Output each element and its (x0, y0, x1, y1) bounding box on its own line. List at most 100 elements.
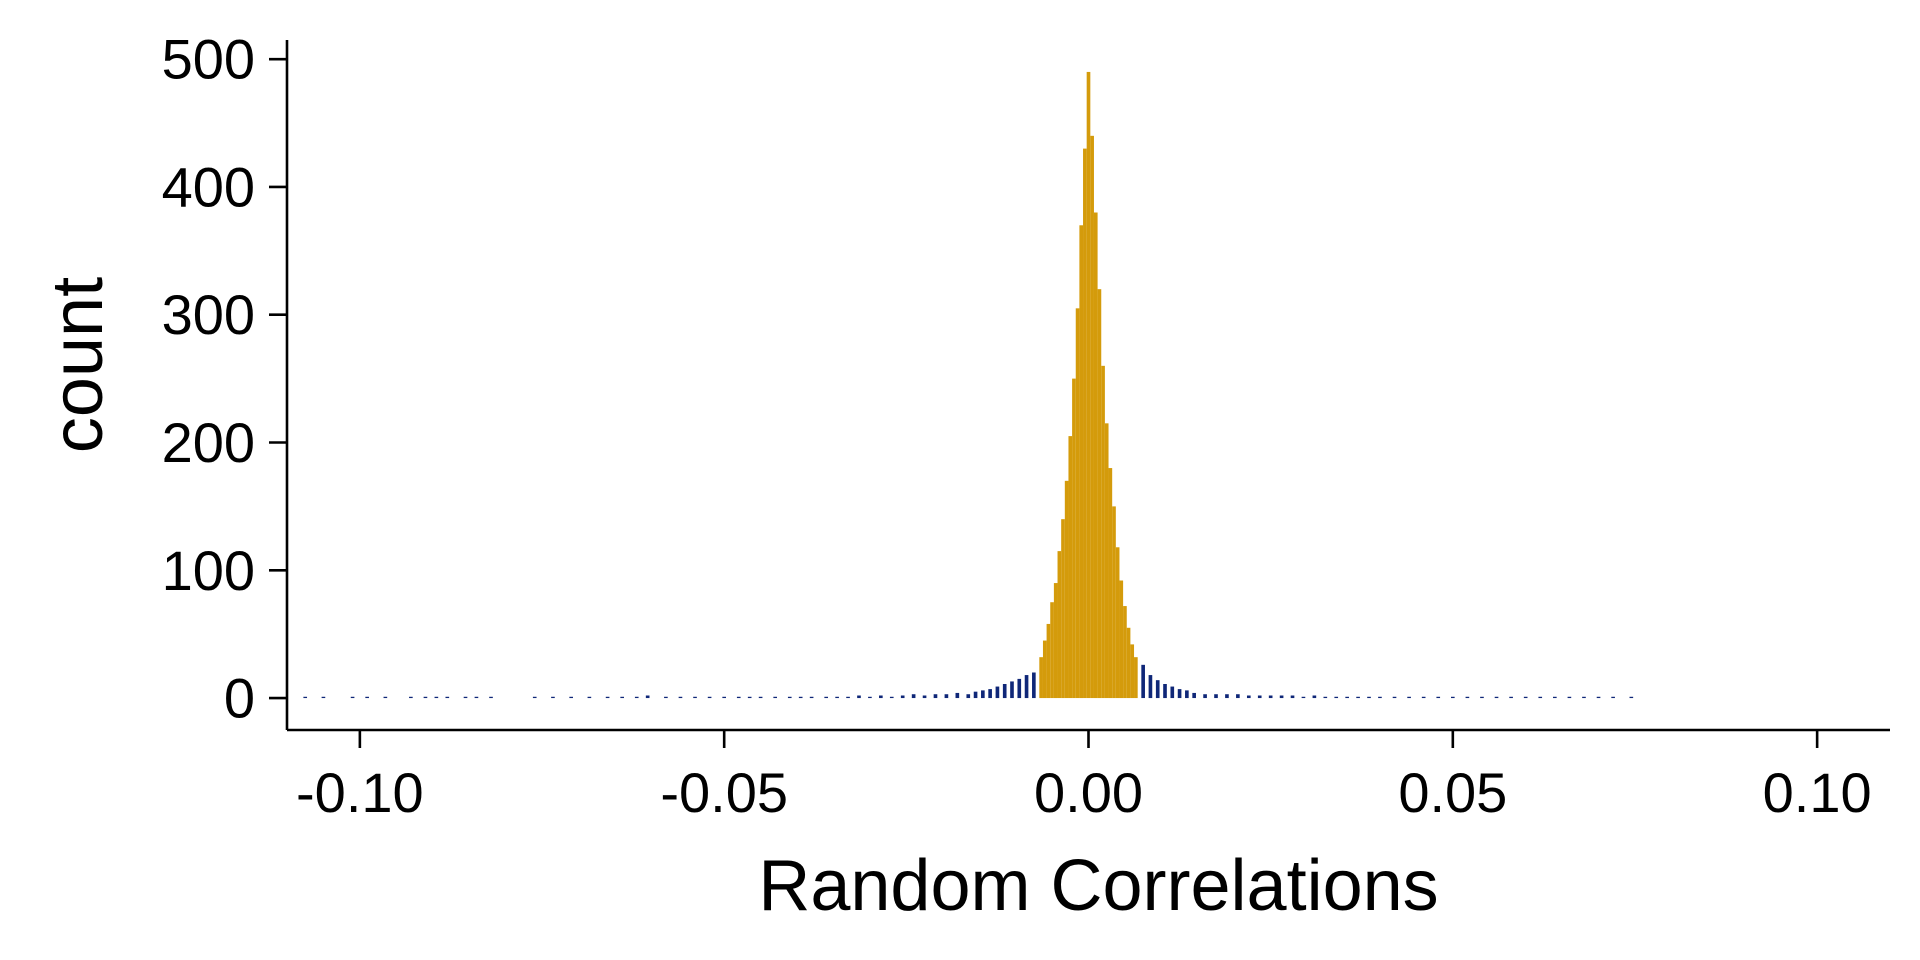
histogram-bar (445, 696, 450, 699)
histogram-bar (857, 695, 861, 699)
histogram-bar (1093, 212, 1098, 699)
histogram-bar (474, 696, 479, 699)
histogram-bar (1017, 678, 1022, 699)
histogram-bar (1356, 696, 1360, 699)
histogram-bar (693, 696, 697, 699)
histogram-bar (1108, 468, 1113, 699)
histogram-bar (1509, 696, 1513, 699)
histogram-bar (678, 696, 683, 699)
x-tick-label: -0.05 (660, 761, 788, 824)
histogram-bar (1101, 365, 1105, 699)
histogram-bar (383, 696, 388, 699)
histogram-bar (1119, 580, 1124, 699)
histogram-bar (1301, 696, 1306, 699)
histogram-bar (321, 696, 326, 699)
histogram-bar (1582, 696, 1586, 699)
histogram-bar (1075, 308, 1080, 699)
histogram-bar (1367, 696, 1371, 699)
histogram-bar (835, 696, 839, 699)
histogram-bar (463, 696, 468, 699)
histogram-bar (1068, 436, 1073, 699)
histogram-bar (634, 696, 639, 699)
y-tick-label: 400 (162, 155, 255, 218)
histogram-bar (1083, 148, 1087, 699)
histogram-bar (587, 696, 592, 699)
histogram-bar (1436, 696, 1441, 699)
bars-layer (303, 71, 1634, 699)
x-tick-label: -0.10 (296, 761, 424, 824)
histogram-bar (722, 696, 726, 699)
histogram-bar (1214, 694, 1218, 699)
histogram-bar (981, 690, 985, 699)
histogram-bar (1185, 690, 1189, 699)
histogram-bar (1177, 689, 1182, 699)
histogram-bar (798, 696, 803, 699)
histogram-bar (1155, 680, 1160, 699)
histogram-bar (1268, 695, 1273, 699)
histogram-bar (1061, 519, 1065, 699)
histogram-bar (1141, 664, 1145, 699)
x-ticks: -0.10 -0.05 0.00 0.05 0.10 (296, 730, 1872, 824)
histogram-bar (1039, 657, 1043, 699)
histogram-bar (1279, 695, 1284, 699)
histogram-bar (944, 694, 949, 699)
histogram-bar (966, 694, 971, 699)
histogram-bar (747, 696, 752, 699)
histogram-bar (1611, 696, 1615, 699)
histogram-bar (1407, 696, 1411, 699)
histogram-bar (1126, 627, 1131, 699)
histogram-bar (1148, 675, 1153, 699)
histogram-bar (1203, 694, 1207, 699)
x-tick-label: 0.00 (1034, 761, 1143, 824)
histogram-bar (1494, 696, 1499, 699)
histogram-bar (434, 696, 439, 699)
histogram-bar (758, 696, 763, 699)
histogram-bar (1079, 225, 1084, 699)
x-tick-label: 0.10 (1763, 761, 1872, 824)
histogram-bar (1480, 696, 1484, 699)
histogram-bar (1050, 602, 1054, 699)
histogram-bar (900, 695, 905, 699)
histogram-bar (955, 692, 960, 699)
histogram-bar (809, 696, 814, 699)
histogram-bar (1323, 696, 1328, 699)
histogram-bar (846, 696, 850, 699)
histogram-bar (988, 689, 992, 699)
histogram-bar (1334, 696, 1339, 699)
histogram-bar (1421, 696, 1426, 699)
y-tick-label: 0 (224, 667, 255, 730)
y-tick-label: 300 (162, 283, 255, 346)
histogram-bar (551, 696, 555, 699)
histogram-bar (868, 696, 872, 699)
histogram-bar (1378, 696, 1382, 699)
histogram-bar (1134, 657, 1138, 699)
histogram-bar (1246, 695, 1251, 699)
histogram-bar (489, 696, 493, 699)
histogram-bar (1057, 551, 1062, 699)
histogram-bar (1112, 506, 1116, 699)
histogram-bar (1072, 378, 1076, 699)
histogram-bar (879, 695, 883, 699)
histogram-bar (1596, 696, 1601, 699)
histogram-bar (303, 696, 308, 699)
x-axis-title: Random Correlations (758, 846, 1438, 926)
histogram-bar (707, 696, 712, 699)
histogram-bar (1553, 696, 1557, 699)
histogram-bar (1002, 684, 1007, 699)
histogram-bar (1086, 71, 1091, 699)
histogram-bar (1290, 695, 1295, 699)
histogram-bar (1104, 423, 1109, 699)
histogram-bar (922, 695, 927, 699)
histogram-bar (1032, 672, 1036, 699)
histogram-bar (773, 696, 777, 699)
histogram-bar (645, 695, 650, 699)
histogram-bar (569, 696, 573, 699)
histogram-bar (995, 686, 1000, 699)
histogram-bar (933, 694, 938, 699)
histogram-bar (532, 696, 537, 699)
histogram-bar (1130, 644, 1135, 699)
histogram-bar (1225, 694, 1229, 699)
histogram-bar (350, 696, 355, 699)
